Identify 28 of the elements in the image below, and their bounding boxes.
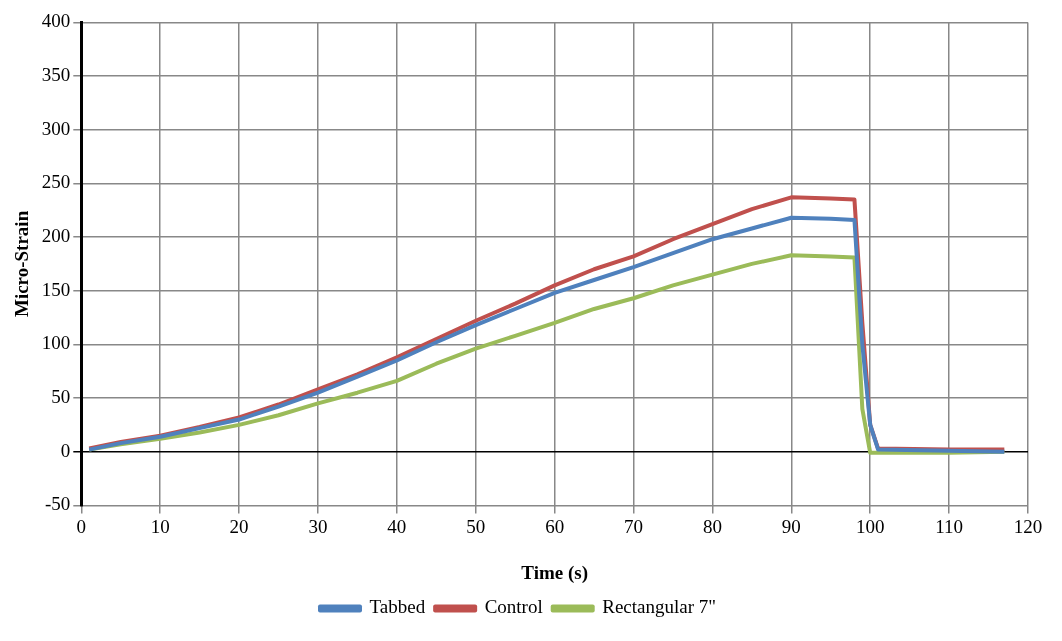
x-tick-label: 0 (76, 515, 87, 537)
x-tick-label: 10 (150, 515, 170, 537)
x-tick-label: 40 (387, 515, 407, 537)
x-tick-label: 120 (1013, 515, 1043, 537)
y-tick-label: 100 (41, 332, 71, 354)
x-tick-label: 90 (781, 515, 801, 537)
x-tick-label: 60 (545, 515, 565, 537)
y-tick-label: -50 (44, 493, 71, 515)
y-tick-label: 200 (41, 225, 71, 247)
x-tick-label: 30 (308, 515, 328, 537)
y-axis-title: Micro-Strain (11, 210, 33, 318)
x-tick-label: 50 (466, 515, 486, 537)
y-tick-label: 250 (41, 171, 71, 193)
x-axis-title: Time (s) (521, 561, 588, 584)
x-tick-label: 80 (702, 515, 722, 537)
y-tick-label: 150 (41, 278, 71, 300)
y-tick-label: 0 (60, 439, 71, 461)
legend-label: Rectangular 7" (602, 596, 716, 618)
x-tick-label: 110 (935, 515, 964, 537)
y-tick-label: 300 (41, 117, 71, 139)
legend-label: Control (484, 596, 543, 618)
y-tick-label: 350 (41, 64, 71, 86)
x-tick-label: 100 (855, 515, 885, 537)
y-tick-label: 400 (41, 10, 71, 32)
legend-label: Tabbed (369, 596, 426, 618)
x-tick-label: 70 (624, 515, 644, 537)
x-tick-label: 20 (229, 515, 249, 537)
y-tick-label: 50 (51, 386, 71, 408)
